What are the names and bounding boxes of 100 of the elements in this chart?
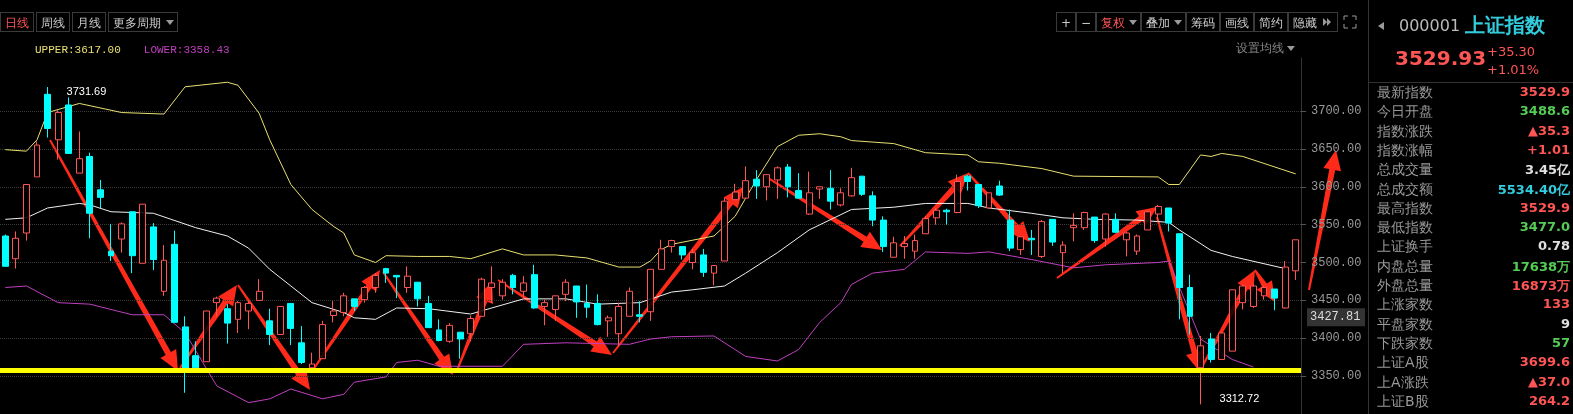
- candlestick: [1165, 207, 1172, 232]
- candlestick: [859, 175, 865, 197]
- candlestick: [478, 277, 485, 317]
- text: 下跌家数: [1377, 334, 1433, 353]
- candlestick: [182, 315, 189, 394]
- candlestick: [1155, 204, 1162, 223]
- text: 3488.6: [1519, 103, 1570, 119]
- candlestick: [224, 303, 231, 345]
- candlestick: [139, 203, 146, 264]
- text: 3529.9: [1519, 84, 1570, 99]
- candlestick: [880, 215, 887, 253]
- candlestick: [499, 278, 506, 301]
- candlestick: [615, 302, 622, 347]
- candlestick: [943, 208, 950, 226]
- candlestick: [298, 325, 305, 365]
- text: ▲35.3: [1527, 122, 1570, 138]
- candlestick: [975, 183, 982, 209]
- text: 3427.81: [1310, 310, 1361, 325]
- candlestick: [658, 239, 665, 270]
- candlestick: [869, 190, 876, 227]
- candlestick: [1112, 212, 1119, 234]
- candlestick: [1239, 283, 1246, 310]
- text: LOWER:3358.43: [143, 44, 230, 56]
- candlestick: [795, 172, 802, 199]
- candlestick: [964, 174, 971, 192]
- candlestick: [742, 165, 749, 200]
- candlestick: [901, 235, 908, 260]
- candlestick: [711, 265, 717, 286]
- text: 3699.6: [1519, 354, 1570, 370]
- candlestick: [1102, 212, 1109, 248]
- text: ▲37.0: [1527, 373, 1570, 389]
- candlestick: [700, 248, 707, 278]
- candlestick: [161, 244, 167, 297]
- text: 指数涨跌: [1377, 122, 1433, 141]
- candlestick: [446, 322, 453, 344]
- candlestick: [213, 296, 220, 317]
- text: 133: [1542, 296, 1570, 312]
- text: 3529.93: [1395, 46, 1487, 70]
- candlestick: [425, 295, 432, 329]
- text: 最低指数: [1377, 219, 1433, 238]
- text: 3529.9: [1519, 199, 1570, 215]
- candlestick: [203, 310, 210, 363]
- candlestick: [1070, 212, 1077, 242]
- candlestick: [129, 211, 136, 274]
- text: 总成交额: [1377, 180, 1433, 199]
- candlestick: [520, 275, 527, 301]
- text: 最新指数: [1377, 84, 1433, 102]
- candlestick: [23, 183, 30, 242]
- candlestick: [287, 302, 294, 346]
- category-label: 更多周期: [108, 12, 178, 32]
- candlestick: [721, 197, 728, 262]
- candlestick: [552, 295, 559, 322]
- candlestick: [986, 192, 992, 209]
- candlestick: [86, 152, 93, 239]
- candlestick: [922, 215, 929, 235]
- candlestick: [827, 169, 834, 210]
- candlestick: [76, 130, 83, 174]
- candlestick: [626, 287, 633, 317]
- candlestick: [1081, 211, 1088, 231]
- text: 隐藏: [1288, 12, 1338, 32]
- candlestick: [689, 248, 696, 270]
- text: UPPER:3617.00: [35, 44, 121, 56]
- candlestick: [467, 315, 474, 342]
- candlestick: [1007, 208, 1014, 252]
- candlestick: [848, 167, 855, 198]
- candlestick: [1134, 233, 1140, 256]
- y-tick-label: 3450.00: [1311, 293, 1362, 308]
- candlestick: [647, 268, 654, 322]
- candlestick: [1208, 332, 1215, 363]
- candlestick: [1250, 283, 1257, 309]
- candlestick: [954, 174, 961, 214]
- candlestick: [1229, 289, 1236, 352]
- category-label: 日线: [0, 12, 34, 32]
- candlestick: [393, 274, 400, 299]
- text: 上涨家数: [1377, 296, 1433, 315]
- y-tick-label: 3650.00: [1311, 141, 1362, 156]
- candlestick: [118, 221, 125, 254]
- candlestick: [1218, 332, 1225, 360]
- candlestick: [510, 273, 516, 295]
- candlestick: [245, 299, 252, 330]
- y-tick-label: 3700.00: [1311, 104, 1362, 119]
- text: 上证换手: [1377, 238, 1433, 257]
- candlestick: [1038, 219, 1045, 259]
- candlestick: [1292, 239, 1299, 281]
- text: 上证指数: [1465, 12, 1545, 39]
- text: +1.01%: [1487, 62, 1540, 77]
- candlestick: [404, 265, 411, 294]
- candlestick: [1144, 209, 1151, 231]
- text: 上证B股: [1377, 392, 1429, 411]
- text: 内盘总量: [1377, 257, 1433, 276]
- candlestick: [1017, 236, 1024, 256]
- candlestick: [636, 300, 643, 323]
- candlestick: [488, 265, 495, 304]
- candlestick: [1187, 274, 1193, 335]
- text: 设置均线: [1236, 40, 1284, 57]
- candlestick: [436, 318, 442, 342]
- candlestick: [351, 298, 358, 312]
- candlestick: [1282, 260, 1289, 310]
- candlestick: [340, 292, 347, 317]
- candlestick: [774, 165, 781, 200]
